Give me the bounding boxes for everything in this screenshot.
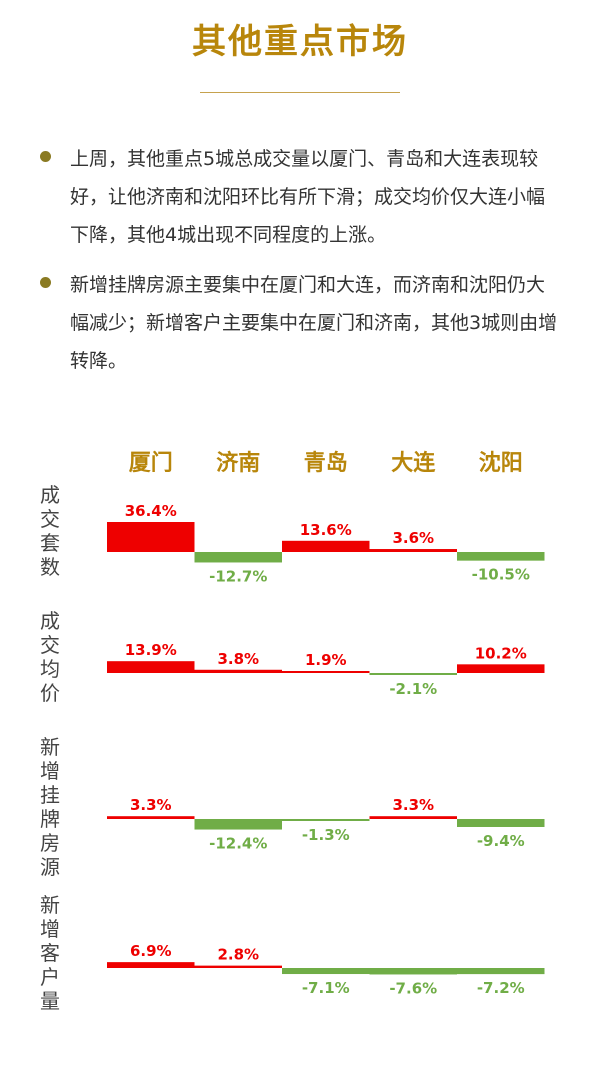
bar (194, 552, 282, 563)
bar (282, 968, 370, 975)
data-label: 36.4% (125, 502, 177, 520)
data-label: -12.4% (209, 835, 267, 853)
data-label: 10.2% (475, 644, 527, 662)
category-label: 济南 (216, 450, 260, 476)
data-label: 3.8% (217, 650, 259, 668)
bar (194, 965, 282, 968)
bar (107, 816, 195, 819)
bar (457, 968, 545, 975)
category-label: 厦门 (129, 450, 173, 476)
bar (194, 819, 282, 830)
data-label: -10.5% (472, 566, 530, 584)
series-label: 新增客户量 (40, 893, 60, 1013)
data-label: -1.3% (302, 826, 350, 844)
summary-item: 上周，其他重点5城总成交量以厦门、青岛和大连表现较好，让他济南和沈阳环比有所下滑… (40, 140, 560, 254)
category-label: 大连 (391, 450, 436, 476)
series-label: 成交套数 (40, 483, 60, 579)
data-label: 6.9% (130, 942, 172, 960)
bar (457, 664, 545, 673)
data-label: 3.6% (392, 529, 434, 547)
data-label: -2.1% (389, 680, 437, 698)
summary-item: 新增挂牌房源主要集中在厦门和大连，而济南和沈阳仍大幅减少；新增客户主要集中在厦门… (40, 266, 560, 380)
data-label: 13.6% (300, 521, 352, 539)
bar (369, 816, 457, 819)
series-label: 成交均价 (40, 609, 60, 705)
summary-text: 新增挂牌房源主要集中在厦门和大连，而济南和沈阳仍大幅减少；新增客户主要集中在厦门… (70, 274, 558, 372)
data-label: 1.9% (305, 651, 347, 669)
summary-text: 上周，其他重点5城总成交量以厦门、青岛和大连表现较好，让他济南和沈阳环比有所下滑… (70, 148, 546, 246)
series-label: 新增挂牌房源 (40, 735, 60, 879)
data-label: -7.6% (389, 979, 437, 997)
bullet-dot-icon (40, 151, 51, 162)
bar (369, 549, 457, 552)
page-title: 其他重点市场 (192, 22, 408, 62)
bar (282, 540, 370, 552)
data-label: 3.3% (130, 796, 172, 814)
bar (457, 819, 545, 827)
bar (457, 552, 545, 561)
bar (282, 819, 370, 821)
category-label: 青岛 (304, 450, 348, 476)
data-label: 13.9% (125, 641, 177, 659)
bar (107, 962, 195, 968)
summary-list: 上周，其他重点5城总成交量以厦门、青岛和大连表现较好，让他济南和沈阳环比有所下滑… (40, 140, 560, 392)
bar (194, 669, 282, 673)
bar (107, 522, 195, 552)
title-divider (200, 92, 400, 93)
data-label: 2.8% (217, 946, 259, 964)
bar (369, 673, 457, 675)
bar (369, 968, 457, 975)
data-label: -7.2% (477, 979, 525, 997)
bar (107, 661, 195, 673)
data-label: 3.3% (392, 796, 434, 814)
bullet-dot-icon (40, 277, 51, 288)
data-label: -7.1% (302, 979, 350, 997)
data-label: -12.7% (209, 567, 267, 585)
data-label: -9.4% (477, 832, 525, 850)
category-label: 沈阳 (479, 451, 523, 476)
bar (282, 671, 370, 673)
